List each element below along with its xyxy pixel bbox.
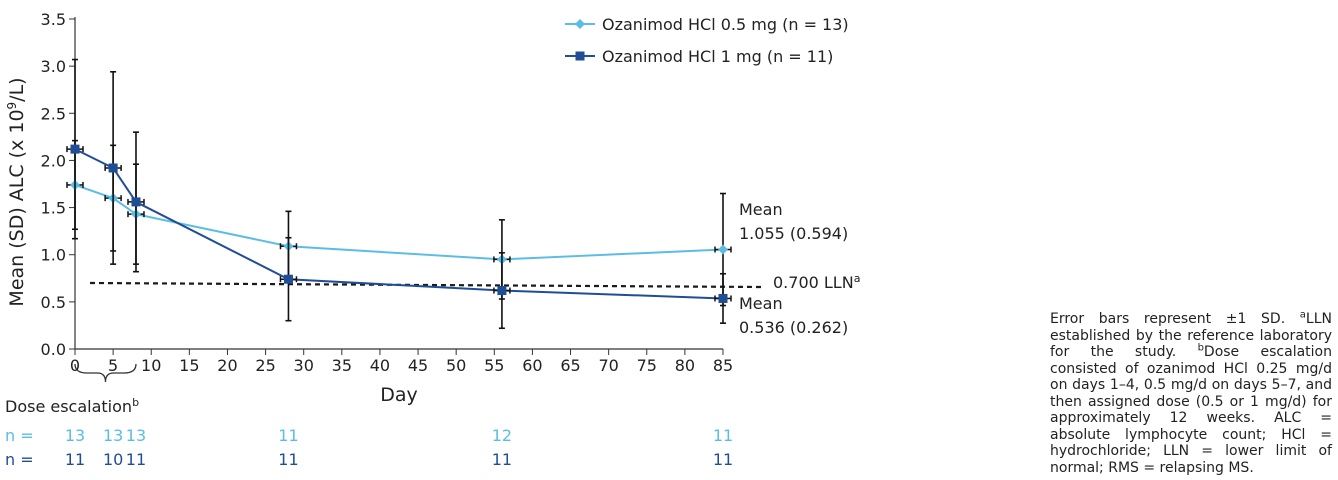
annotation-mean-label: Mean (739, 294, 783, 313)
x-tick-label: 20 (217, 356, 237, 375)
legend-label: Ozanimod HCl 1 mg (n = 11) (602, 47, 833, 66)
n-value: 13 (65, 426, 85, 445)
annotation-mean-value: 0.536 (0.262) (739, 318, 848, 337)
y-axis-title: Mean (SD) ALC (x 109/L) (5, 77, 28, 306)
y-tick-label: 1.0 (41, 246, 66, 265)
caption-part-2: LLN established by the reference laborat… (1050, 311, 1332, 360)
legend-marker (575, 51, 585, 61)
x-tick-label: 25 (255, 356, 275, 375)
caption-sup-b: b (1197, 342, 1204, 354)
n-value: 11 (126, 450, 146, 469)
x-tick-label: 40 (370, 356, 390, 375)
y-tick-label: 3.0 (41, 57, 66, 76)
annotation-mean-label: Mean (739, 200, 783, 219)
x-tick-label: 75 (637, 356, 657, 375)
x-tick-label: 55 (484, 356, 504, 375)
x-tick-label: 30 (294, 356, 314, 375)
data-point (718, 244, 728, 255)
x-tick-label: 60 (522, 356, 542, 375)
n-row-prefix: n = (5, 426, 34, 445)
x-tick-label: 45 (408, 356, 428, 375)
x-tick-label: 5 (108, 356, 118, 375)
caption-part-1: Error bars represent ±1 SD. (1050, 311, 1300, 327)
y-tick-label: 2.5 (41, 104, 66, 123)
alc-line-chart: 0.00.51.01.52.02.53.03.50 5 10 15 20 25 30 35 40… (5, 10, 860, 469)
legend: Ozanimod HCl 0.5 mg (n = 13) Ozanimod HCl… (565, 15, 849, 66)
data-point (108, 163, 118, 173)
figure-caption: Error bars represent ±1 SD. aLLN establi… (1050, 309, 1332, 476)
legend-label: Ozanimod HCl 0.5 mg (n = 13) (602, 15, 849, 34)
x-tick-label: 35 (332, 356, 352, 375)
y-tick-label: 1.5 (41, 199, 66, 218)
annotation-mean-value: 1.055 (0.594) (739, 224, 848, 243)
caption-part-3: Dose escalation consisted of ozanimod HC… (1050, 344, 1332, 476)
n-value: 13 (126, 426, 146, 445)
lln-reference-label: 0.700 LLNa (773, 272, 860, 292)
caption-sup-a: a (1299, 309, 1306, 321)
x-tick-label: 70 (598, 356, 618, 375)
dose-escalation-label: Dose escalationb (5, 396, 139, 416)
lln-reference-line (89, 281, 763, 289)
n-value: 11 (492, 450, 512, 469)
series-line (74, 183, 724, 261)
y-tick-label: 3.5 (41, 10, 66, 29)
data-point (718, 293, 728, 303)
n-value: 11 (65, 450, 85, 469)
series-line (74, 148, 724, 300)
y-tick-label: 0.5 (41, 293, 66, 312)
series-2 (66, 58, 732, 330)
y-tick-label: 2.0 (41, 151, 66, 170)
n-row-prefix: n = (5, 450, 34, 469)
legend-marker (575, 19, 585, 29)
x-tick-label: 15 (179, 356, 199, 375)
x-tick-label: 65 (560, 356, 580, 375)
n-value: 11 (278, 450, 298, 469)
n-value: 13 (103, 426, 123, 445)
n-value: 11 (713, 450, 733, 469)
n-value: 10 (103, 450, 123, 469)
n-value: 11 (278, 426, 298, 445)
data-point (131, 197, 141, 207)
data-point (497, 286, 507, 296)
y-tick-label: 0.0 (41, 340, 66, 359)
x-axis-title: Day (380, 384, 418, 406)
x-tick-label: 85 (713, 356, 733, 375)
data-point (70, 144, 80, 154)
x-tick-label: 80 (675, 356, 695, 375)
series-1 (66, 139, 732, 307)
n-value: 12 (492, 426, 512, 445)
n-value: 11 (713, 426, 733, 445)
x-tick-label: 10 (141, 356, 161, 375)
dose-escalation-bracket (74, 363, 137, 383)
x-tick-label: 50 (446, 356, 466, 375)
data-point (283, 274, 293, 284)
